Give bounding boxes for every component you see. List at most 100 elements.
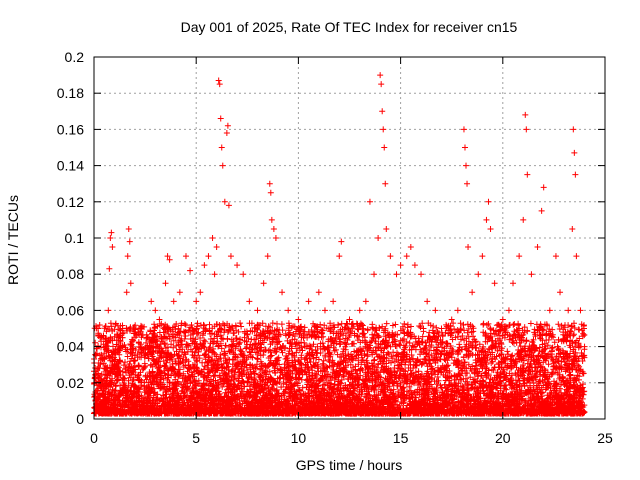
data-point (219, 162, 226, 169)
data-point (156, 316, 163, 323)
data-point (382, 180, 389, 187)
data-point (223, 130, 230, 137)
data-point (209, 235, 216, 241)
data-point (516, 253, 523, 260)
data-point (197, 289, 204, 296)
data-point (254, 307, 261, 314)
data-point (375, 235, 382, 241)
data-point (520, 216, 527, 223)
data-point (522, 111, 529, 118)
x-tick-label: 5 (192, 430, 200, 446)
data-point (540, 184, 547, 191)
data-point (393, 271, 400, 278)
data-point (505, 307, 512, 314)
data-point (523, 126, 530, 133)
data-point (266, 180, 273, 187)
y-tick-label: 0.08 (57, 266, 84, 282)
data-point (107, 235, 114, 241)
data-point (213, 244, 220, 251)
data-point (538, 207, 545, 214)
data-point (109, 244, 116, 251)
data-point (170, 298, 177, 305)
data-point (534, 244, 541, 251)
data-point (362, 298, 369, 305)
data-point (148, 298, 155, 305)
data-point (464, 180, 471, 187)
x-axis-label: GPS time / hours (296, 457, 403, 473)
data-point (565, 307, 572, 314)
data-point (546, 307, 553, 314)
data-point (461, 144, 468, 151)
data-point (224, 122, 231, 129)
data-point (377, 72, 384, 79)
data-point (424, 298, 431, 305)
data-point (217, 115, 224, 122)
y-tick-label: 0.02 (57, 375, 84, 391)
data-point (127, 280, 134, 287)
data-point (267, 189, 274, 196)
y-tick-label: 0.06 (57, 302, 84, 318)
data-point (528, 271, 535, 278)
y-tick-label: 0.16 (57, 121, 84, 137)
x-tick-label: 0 (90, 430, 98, 446)
data-point (454, 307, 461, 314)
y-tick-label: 0.18 (57, 85, 84, 101)
data-point (246, 298, 253, 305)
data-point (162, 280, 169, 287)
data-point (483, 216, 490, 223)
data-point (432, 307, 439, 314)
data-point (105, 307, 112, 314)
data-point (227, 253, 234, 260)
data-point (106, 265, 113, 272)
data-point (487, 225, 494, 232)
data-point (221, 198, 228, 205)
data-point (552, 253, 559, 260)
data-point (356, 307, 363, 314)
y-tick-label: 0.14 (57, 158, 84, 174)
data-point (491, 280, 498, 287)
data-point (124, 253, 131, 260)
data-point (166, 256, 173, 263)
data-point (315, 289, 322, 296)
data-point (193, 298, 200, 305)
data-point (366, 198, 373, 205)
data-point (485, 198, 492, 205)
data-point (225, 202, 232, 209)
data-point (164, 253, 171, 260)
data-point (321, 307, 328, 314)
data-point (176, 289, 183, 296)
data-point (338, 238, 345, 245)
data-point (460, 126, 467, 133)
data-point (572, 171, 579, 178)
data-point (270, 225, 277, 232)
data-point (211, 271, 218, 278)
data-point (126, 238, 133, 245)
data-point (571, 149, 578, 156)
data-point (152, 307, 159, 314)
y-tick-label: 0.04 (57, 339, 84, 355)
chart-title: Day 001 of 2025, Rate Of TEC Index for r… (181, 19, 518, 35)
y-tick-label: 0.2 (65, 49, 85, 65)
data-point (260, 280, 267, 287)
data-point (187, 267, 194, 274)
scatter-points (91, 72, 588, 417)
data-point (397, 262, 404, 269)
x-tick-label: 10 (291, 430, 307, 446)
data-point (411, 262, 418, 269)
data-point (336, 253, 343, 260)
data-point (570, 126, 577, 133)
data-point (569, 225, 576, 232)
data-point (381, 144, 388, 151)
y-axis-ticks: 0 0.02 0.04 0.06 0.08 0.1 0.12 0.14 0.16 0.18 0.2 (57, 49, 605, 427)
x-tick-label: 20 (495, 430, 511, 446)
data-point (577, 307, 584, 314)
data-point (279, 289, 286, 296)
data-point (268, 216, 275, 223)
data-point (387, 253, 394, 260)
data-point (479, 253, 486, 260)
y-axis-label: ROTI / TECUs (5, 195, 21, 285)
data-point (234, 262, 241, 269)
data-point (407, 244, 414, 251)
y-tick-label: 0.1 (65, 230, 85, 246)
